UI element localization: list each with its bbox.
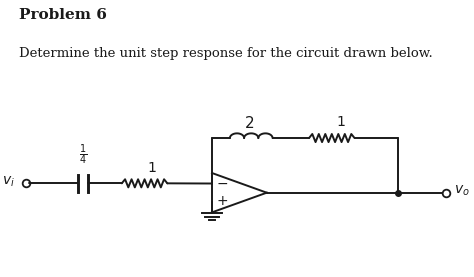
Text: $1$: $1$ (147, 161, 156, 175)
Text: Problem 6: Problem 6 (19, 8, 107, 22)
Text: $v_o$: $v_o$ (454, 184, 470, 198)
Text: $v_i$: $v_i$ (1, 175, 15, 189)
Text: $2$: $2$ (244, 115, 254, 131)
Text: $\frac{1}{4}$: $\frac{1}{4}$ (79, 142, 87, 167)
Text: $1$: $1$ (337, 115, 346, 129)
Text: Determine the unit step response for the circuit drawn below.: Determine the unit step response for the… (19, 47, 433, 60)
Text: $+$: $+$ (216, 194, 228, 208)
Text: $-$: $-$ (216, 176, 228, 190)
